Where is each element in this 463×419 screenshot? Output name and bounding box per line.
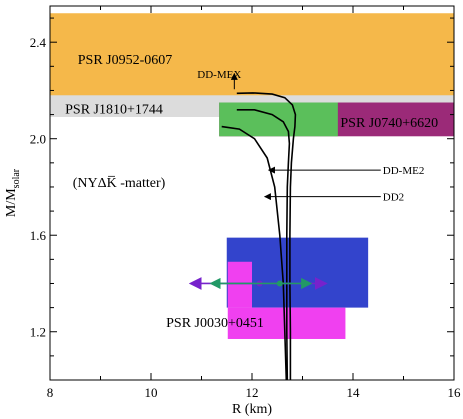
psr-j0952-0607-label: PSR J0952-0607 [78,53,173,68]
y-tick-label: 2.4 [30,35,47,50]
constraint-regions [50,13,454,339]
psr-j0740-6620-label: PSR J0740+6620 [340,116,438,131]
y-axis-label: M/Msolar [4,168,22,217]
eos-curves [221,92,297,380]
x-tick-label: 16 [448,385,462,400]
psr-j0952-0607-region [50,13,454,98]
psr-j0030-0451-label: PSR J0030+0451 [166,316,264,331]
constraint-region-7 [227,261,252,308]
x-tick-label: 12 [246,385,259,400]
chart-labels: PSR J0952-0607 PSR J1810+1744 PSR J0740+66… [65,53,438,331]
dd-mex-label: DD-MEX [197,69,241,81]
dd-me2-curve [236,109,291,380]
dd2-label: DD2 [383,192,404,204]
dd-me2-label: DD-ME2 [383,165,425,177]
axes: 8 10 12 14 16 1.2 1.6 2.0 2.4 R (km) M/Msolar [4,5,462,417]
y-tick-label: 2.0 [30,132,46,147]
x-axis-label: R (km) [232,402,272,417]
y-tick-label: 1.2 [30,325,46,340]
radius-error-bars [188,277,328,290]
y-tick-label: 1.6 [30,228,47,243]
curve-pointers [230,72,381,201]
matter-annotation: (NYΔK̅ -matter) [73,176,166,191]
error-bar-center-2 [276,280,283,287]
x-tick-label: 14 [347,385,361,400]
dd-mex-curve [236,92,297,380]
x-tick-label: 10 [145,385,158,400]
dd2-curve [221,125,288,380]
x-tick-label: 8 [47,385,54,400]
psr-j1810-1744-label: PSR J1810+1744 [65,103,163,118]
